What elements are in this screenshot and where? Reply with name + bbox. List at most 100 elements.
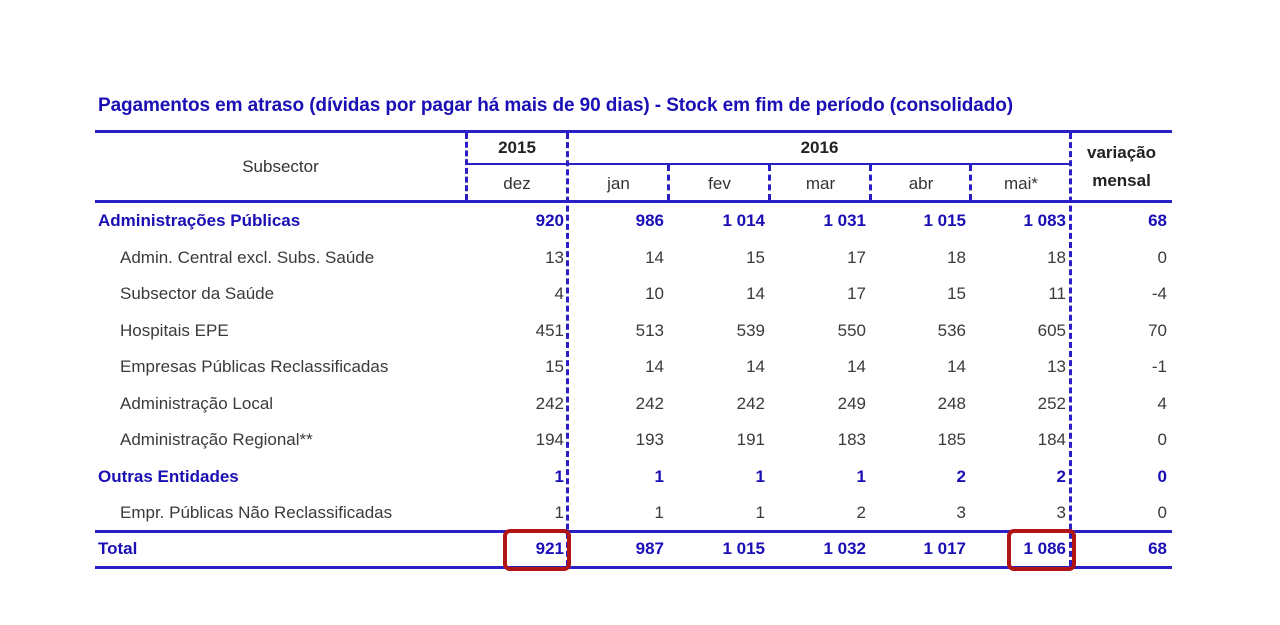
header-variation-line2: mensal (1092, 171, 1151, 190)
row-value: 183 (837, 430, 866, 449)
row-value: 242 (635, 393, 664, 413)
row-variation: 0 (1157, 247, 1167, 267)
row-value: 4 (554, 284, 564, 303)
row-value: 191 (736, 430, 765, 449)
row-value: 14 (947, 357, 966, 376)
row-value: 2 (1056, 466, 1066, 486)
table-bottom-border (95, 566, 1172, 569)
row-label: Empresas Públicas Reclassificadas (120, 357, 389, 376)
total-label: Total (98, 539, 138, 558)
header-bottom-border (95, 200, 1172, 203)
row-variation: 0 (1157, 430, 1167, 449)
col-divider-jan (667, 165, 670, 200)
row-value: 2 (856, 503, 866, 522)
row-value: 1 (554, 503, 564, 522)
row-variation: 0 (1157, 503, 1167, 522)
row-value: 536 (937, 320, 966, 340)
row-value: 920 (535, 211, 564, 230)
total-value: 987 (635, 539, 664, 558)
row-value: 451 (535, 320, 564, 340)
total-value: 1 086 (1023, 539, 1066, 558)
header-month-fev: fev (708, 174, 731, 193)
row-value: 3 (1056, 503, 1066, 522)
total-variation: 68 (1148, 539, 1167, 558)
row-label: Admin. Central excl. Subs. Saúde (120, 247, 375, 267)
row-value: 1 083 (1023, 211, 1066, 230)
row-value: 2 (956, 466, 966, 486)
row-value: 10 (645, 284, 664, 303)
row-value: 17 (847, 284, 866, 303)
header-year-2016: 2016 (800, 138, 839, 157)
total-value: 1 015 (722, 539, 765, 558)
header-month-mai: mai* (1003, 174, 1038, 193)
col-divider-abr (969, 165, 972, 200)
row-label: Empr. Públicas Não Reclassificadas (120, 503, 393, 522)
col-divider-mar (869, 165, 872, 200)
group-row-label: Administrações Públicas (98, 211, 301, 230)
row-value: 1 031 (823, 211, 866, 230)
row-label: Hospitais EPE (120, 320, 229, 340)
header-month-mar: mar (805, 174, 836, 193)
header-year-divider-2015 (466, 163, 568, 165)
row-value: 539 (736, 320, 765, 340)
row-value: 550 (837, 320, 866, 340)
row-value: 1 015 (923, 211, 966, 230)
row-value: 13 (545, 247, 564, 267)
row-value: 1 (554, 466, 564, 486)
row-value: 15 (746, 247, 765, 267)
highlight-box-mai-total (1007, 529, 1076, 571)
header-year-divider-2016 (568, 163, 1071, 165)
header-month-jan: jan (607, 174, 630, 193)
row-label: Administração Local (120, 393, 274, 413)
row-value: 14 (645, 357, 664, 376)
row-value: 194 (535, 430, 564, 449)
col-divider-2015 (566, 133, 569, 566)
table-top-border (95, 130, 1172, 133)
col-divider-fev (768, 165, 771, 200)
group-row-label: Outras Entidades (98, 466, 239, 486)
row-value: 605 (1037, 320, 1066, 340)
row-value: 249 (837, 393, 866, 413)
row-value: 1 (654, 466, 664, 486)
row-value: 1 (654, 503, 664, 522)
row-value: 242 (736, 393, 765, 413)
row-value: 513 (635, 320, 664, 340)
header-month-dez: dez (503, 174, 531, 193)
row-label: Subsector da Saúde (120, 284, 275, 303)
row-variation: -1 (1151, 357, 1167, 376)
row-value: 185 (937, 430, 966, 449)
row-value: 3 (956, 503, 966, 522)
row-value: 248 (937, 393, 966, 413)
header-year-2015: 2015 (498, 138, 536, 157)
row-value: 18 (947, 247, 966, 267)
row-value: 184 (1037, 430, 1066, 449)
row-label: Administração Regional** (120, 430, 313, 449)
row-value: 17 (847, 247, 866, 267)
total-top-border (95, 530, 1172, 533)
header-subsector: Subsector (242, 157, 319, 176)
header-month-abr: abr (908, 174, 934, 193)
row-value: 11 (1048, 284, 1066, 303)
highlight-box-dez-total (503, 529, 571, 571)
row-value: 1 (755, 466, 765, 486)
row-value: 1 (755, 503, 765, 522)
row-value: 14 (746, 357, 765, 376)
row-value: 1 014 (722, 211, 765, 230)
row-value: 14 (645, 247, 664, 267)
total-value: 921 (535, 539, 564, 558)
row-variation: 4 (1157, 393, 1167, 413)
total-value: 1 017 (923, 539, 966, 558)
row-variation: -4 (1151, 284, 1167, 303)
header-variation: variação (1087, 143, 1156, 162)
table-title: Pagamentos em atraso (dívidas por pagar … (98, 95, 1013, 116)
col-divider-subsector (465, 133, 468, 200)
total-value: 1 032 (823, 539, 866, 558)
row-variation: 68 (1148, 211, 1167, 230)
row-value: 242 (535, 393, 564, 413)
row-value: 1 (856, 466, 866, 486)
row-value: 14 (847, 357, 866, 376)
col-divider-variation (1069, 133, 1072, 566)
row-variation: 0 (1157, 466, 1167, 486)
row-value: 14 (746, 284, 765, 303)
row-value: 193 (635, 430, 664, 449)
